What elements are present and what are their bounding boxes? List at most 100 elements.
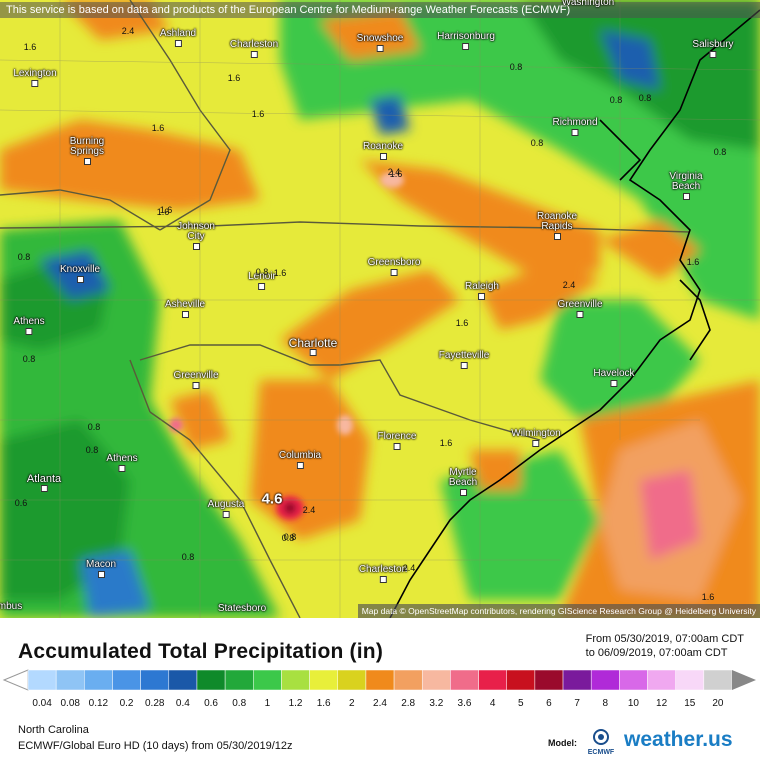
- city-label: Snowshoe: [357, 34, 403, 52]
- colorbar-swatch: [140, 669, 170, 691]
- colorbar-swatch: [619, 669, 648, 691]
- colorbar-swatch: [506, 669, 536, 691]
- colorbar-tick-label: 5: [518, 698, 524, 709]
- ecmwf-logo-text: ECMWF: [588, 749, 615, 756]
- value-label: 1.6: [273, 268, 287, 278]
- colorbar-swatch: [590, 669, 620, 691]
- value-label: 1.6: [439, 438, 453, 448]
- value-label: 2.4: [402, 563, 416, 573]
- city-label: Columbia: [279, 451, 321, 469]
- city-label: Salisbury: [692, 40, 734, 58]
- city-label: Asheville: [165, 300, 205, 318]
- colorbar-swatch: [196, 669, 226, 691]
- value-label: 0.8: [87, 422, 101, 432]
- city-label: Greenville: [557, 300, 603, 318]
- value-label: 0.8: [713, 147, 727, 157]
- colorbar-swatch: [112, 669, 141, 691]
- colorbar-tick-label: 0.28: [144, 698, 165, 709]
- value-label: 1.6: [159, 205, 173, 215]
- ecmwf-logo: ECMWF: [584, 728, 618, 756]
- colorbar-tick-label: 7: [574, 698, 580, 709]
- city-label: Roanoke: [363, 142, 403, 160]
- weather-us-logo[interactable]: weather.us: [624, 728, 733, 751]
- value-label: 1.6: [156, 207, 170, 217]
- colorbar-swatch: [224, 669, 254, 691]
- date-from: From 05/30/2019, 07:00am CDT: [585, 633, 744, 645]
- colorbar-swatch: [253, 669, 282, 691]
- value-label: 1.6: [23, 42, 37, 52]
- city-label: Florence: [378, 432, 416, 450]
- colorbar-tick-label: 15: [684, 698, 696, 709]
- region-name: North Carolina: [18, 724, 89, 736]
- city-label: Washington: [561, 0, 615, 8]
- colorbar-tick-label: 6: [546, 698, 552, 709]
- color-scale-labels: 0.04 0.08 0.12 0.2 0.28 0.4 0.6 0.8 1 1.2 1.6 2 2.4 2…: [0, 698, 760, 712]
- city-label: Lenoir: [248, 272, 276, 290]
- value-label: 1.6: [686, 257, 700, 267]
- city-label: Burning Springs: [57, 137, 117, 165]
- city-label: Atlanta: [27, 474, 61, 492]
- city-label: Athens: [106, 454, 138, 472]
- value-label: 2.4: [302, 505, 316, 515]
- colorbar-tick-label: 3.6: [457, 698, 472, 709]
- value-label: 1.6: [389, 169, 403, 179]
- colorbar-tick-label: 1.6: [316, 698, 331, 709]
- colorbar-tick-label: 0.8: [232, 698, 247, 709]
- colorbar-tick-label: 3.2: [429, 698, 444, 709]
- value-label: 0.8: [85, 445, 99, 455]
- city-label: Statesboro: [217, 603, 267, 614]
- city-label: Myrtle Beach: [441, 468, 485, 496]
- colorbar-swatch: [450, 669, 479, 691]
- value-label: 0.8: [17, 252, 31, 262]
- colorbar-tick-label: 20: [712, 698, 724, 709]
- city-label: mbus: [0, 601, 23, 612]
- city-label: Greenville: [173, 371, 219, 389]
- colorbar-swatch: [534, 669, 564, 691]
- value-label: 0.6: [14, 498, 28, 508]
- colorbar-swatch: [337, 669, 367, 691]
- color-scale-bar: [2, 669, 756, 691]
- city-label: Lexington: [13, 69, 57, 87]
- city-label: Charlotte: [289, 337, 337, 356]
- value-label: 0.8: [181, 552, 195, 562]
- value-label: 0.8: [530, 138, 544, 148]
- colorbar-tick-label: 0.2: [119, 698, 134, 709]
- value-label: 1.6: [251, 109, 265, 119]
- city-label: Augusta: [208, 500, 244, 518]
- value-label: 0.8: [281, 533, 295, 543]
- value-label: 1.6: [151, 123, 165, 133]
- value-label: 0.8: [22, 354, 36, 364]
- colorbar-swatch: [478, 669, 507, 691]
- colorbar-tick-label: 2: [349, 698, 355, 709]
- value-label: 1.6: [455, 318, 469, 328]
- precipitation-map[interactable]: This service is based on data and produc…: [0, 0, 760, 618]
- city-label: Athens: [13, 317, 45, 335]
- model-info: ECMWF/Global Euro HD (10 days) from 05/3…: [18, 740, 293, 752]
- colorbar-tick-label: 8: [602, 698, 609, 709]
- city-label: Greensboro: [368, 258, 420, 276]
- date-range: From 05/30/2019, 07:00am CDT to 06/09/20…: [586, 632, 744, 660]
- colorbar-swatch: [365, 669, 395, 691]
- value-label: 1.6: [701, 592, 715, 602]
- colorbar-swatch: [393, 669, 423, 691]
- city-label: Havelock: [593, 369, 635, 387]
- colorbar-swatch: [562, 669, 592, 691]
- colorbar-left-arrow: [2, 669, 29, 691]
- legend-panel: Accumulated Total Precipitation (in) Fro…: [0, 618, 760, 760]
- city-label: Raleigh: [465, 282, 499, 300]
- value-label: 2.4: [387, 167, 401, 177]
- city-label: Fayetteville: [439, 351, 489, 369]
- value-label: 0.8: [283, 532, 297, 542]
- city-label: Charleston: [230, 40, 278, 58]
- value-label: 0.8: [609, 95, 623, 105]
- date-to: to 06/09/2019, 07:00am CDT: [585, 647, 728, 659]
- colorbar-tick-label: 10: [627, 698, 639, 709]
- value-label: 2.4: [121, 26, 135, 36]
- city-label: Roanoke Rapids: [527, 212, 587, 240]
- colorbar-tick-label: 12: [656, 698, 668, 709]
- colorbar-swatch: [647, 669, 676, 691]
- value-label: 0.8: [638, 93, 652, 103]
- colorbar-tick-label: 1: [264, 698, 271, 709]
- colorbar-swatch: [168, 669, 198, 691]
- colorbar-tick-label: 0.12: [88, 698, 109, 709]
